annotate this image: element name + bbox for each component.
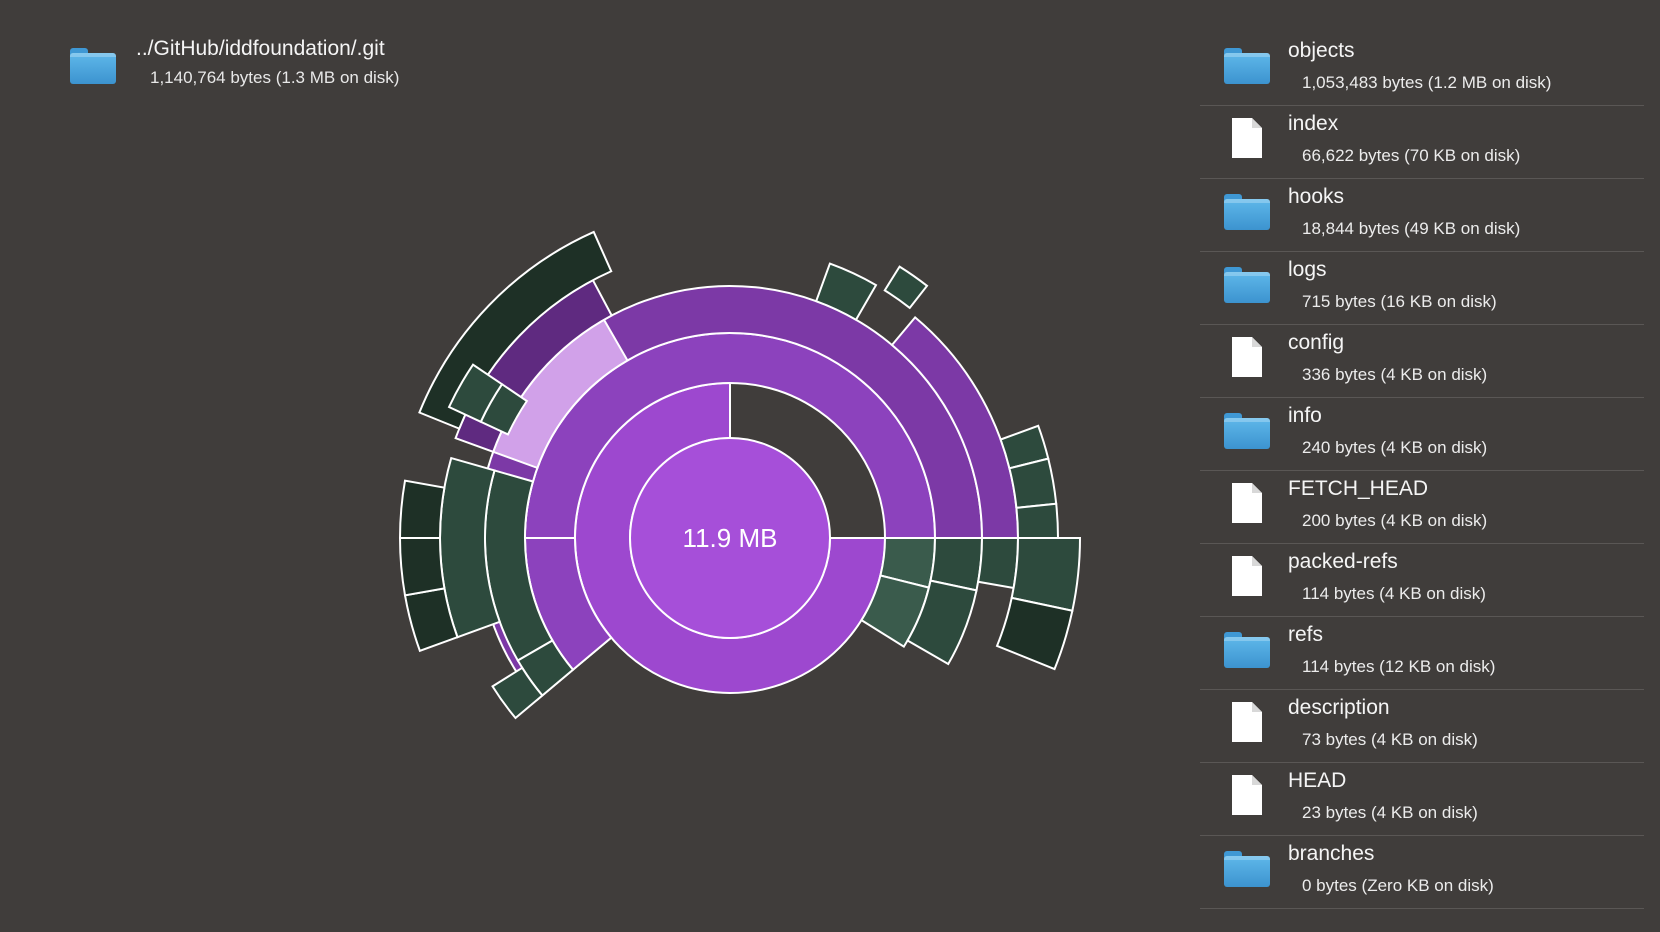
item-size: 1,053,483 bytes (1.2 MB on disk)	[1302, 73, 1552, 92]
item-name: branches	[1288, 842, 1375, 865]
file-icon	[1230, 773, 1264, 817]
item-name: config	[1288, 331, 1345, 354]
item-name: hooks	[1288, 185, 1345, 208]
file-icon	[1230, 481, 1264, 525]
folder-icon	[70, 48, 116, 84]
item-size: 0 bytes (Zero KB on disk)	[1302, 876, 1494, 895]
sunburst-chart[interactable]: 11.9 MB	[0, 0, 1200, 932]
item-size: 715 bytes (16 KB on disk)	[1302, 292, 1497, 311]
item-size: 114 bytes (4 KB on disk)	[1302, 584, 1486, 603]
item-size: 240 bytes (4 KB on disk)	[1302, 438, 1488, 457]
file-icon	[1230, 116, 1264, 160]
sunburst-segment[interactable]	[883, 265, 929, 310]
current-folder-size: 1,140,764 bytes (1.3 MB on disk)	[150, 68, 400, 87]
folder-icon	[1224, 48, 1270, 84]
list-item[interactable]: logs 715 bytes (16 KB on disk)	[1200, 252, 1644, 325]
item-name: packed-refs	[1288, 550, 1398, 573]
sunburst-segment[interactable]	[977, 537, 1020, 590]
center-circle[interactable]	[629, 437, 831, 639]
sunburst-segment[interactable]	[995, 596, 1074, 671]
list-item[interactable]: branches 0 bytes (Zero KB on disk)	[1200, 836, 1644, 909]
list-item[interactable]: refs 114 bytes (12 KB on disk)	[1200, 617, 1644, 690]
list-item[interactable]: objects 1,053,483 bytes (1.2 MB on disk)	[1200, 33, 1644, 106]
folder-icon	[1224, 851, 1270, 887]
item-name: HEAD	[1288, 769, 1347, 792]
folder-icon	[1224, 194, 1270, 230]
folder-icon	[1224, 267, 1270, 303]
sunburst-segment[interactable]	[814, 262, 878, 322]
item-list: objects 1,053,483 bytes (1.2 MB on disk) i…	[1200, 33, 1644, 909]
center-size-label: 11.9 MB	[683, 523, 778, 553]
item-size: 66,622 bytes (70 KB on disk)	[1302, 146, 1521, 165]
item-name: description	[1288, 696, 1390, 719]
item-name: refs	[1288, 623, 1324, 646]
sunburst-segment[interactable]	[398, 537, 446, 597]
item-name: FETCH_HEAD	[1288, 477, 1429, 500]
list-item[interactable]: config 336 bytes (4 KB on disk)	[1200, 325, 1644, 398]
list-item[interactable]: info 240 bytes (4 KB on disk)	[1200, 398, 1644, 471]
list-item[interactable]: FETCH_HEAD 200 bytes (4 KB on disk)	[1200, 471, 1644, 544]
item-size: 73 bytes (4 KB on disk)	[1302, 730, 1478, 749]
item-name: logs	[1288, 258, 1327, 281]
item-name: index	[1288, 112, 1339, 135]
item-name: info	[1288, 404, 1322, 427]
item-size: 200 bytes (4 KB on disk)	[1302, 511, 1488, 530]
sunburst-segment[interactable]	[447, 363, 504, 424]
current-folder-header: ../GitHub/iddfoundation/.git 1,140,764 b…	[70, 36, 399, 88]
sunburst-segment[interactable]	[491, 666, 544, 720]
list-item[interactable]: packed-refs 114 bytes (4 KB on disk)	[1200, 544, 1644, 617]
sunburst-segment[interactable]	[1008, 457, 1058, 509]
item-size: 23 bytes (4 KB on disk)	[1302, 803, 1478, 822]
list-item[interactable]: HEAD 23 bytes (4 KB on disk)	[1200, 763, 1644, 836]
file-icon	[1230, 554, 1264, 598]
sunburst-segment[interactable]	[1015, 502, 1060, 539]
item-size: 336 bytes (4 KB on disk)	[1302, 365, 1488, 384]
list-item[interactable]: description 73 bytes (4 KB on disk)	[1200, 690, 1644, 763]
folder-icon	[1224, 413, 1270, 449]
item-name: objects	[1288, 39, 1355, 62]
list-item[interactable]: hooks 18,844 bytes (49 KB on disk)	[1200, 179, 1644, 252]
folder-icon	[1224, 632, 1270, 668]
file-icon	[1230, 700, 1264, 744]
current-folder-path: ../GitHub/iddfoundation/.git	[136, 37, 385, 60]
sunburst-segment[interactable]	[906, 579, 978, 666]
file-icon	[1230, 335, 1264, 379]
item-size: 114 bytes (12 KB on disk)	[1302, 657, 1496, 676]
list-item[interactable]: index 66,622 bytes (70 KB on disk)	[1200, 106, 1644, 179]
item-size: 18,844 bytes (49 KB on disk)	[1302, 219, 1521, 238]
sunburst-segment[interactable]	[398, 479, 446, 539]
